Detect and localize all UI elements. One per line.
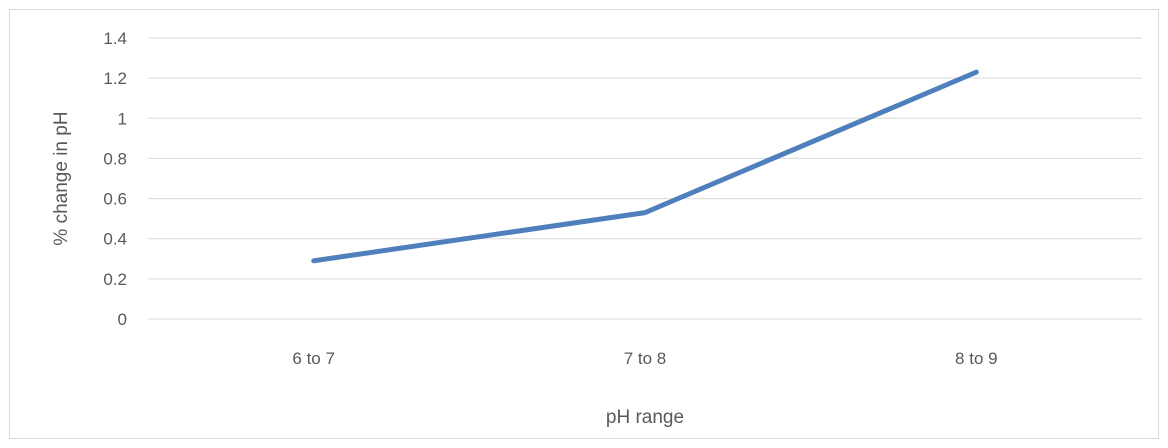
y-tick-label: 0.2	[103, 270, 127, 289]
y-tick-label: 0	[118, 310, 127, 329]
x-axis-title: pH range	[606, 407, 684, 428]
y-tick-label: 1	[118, 109, 127, 128]
y-tick-label: 1.4	[103, 29, 127, 48]
x-tick-labels: 6 to 7 7 to 8 8 to 9	[292, 349, 997, 368]
series-line	[311, 69, 979, 264]
y-tick-label: 0.6	[103, 190, 127, 209]
x-tick-label: 8 to 9	[955, 349, 998, 368]
y-tick-label: 0.8	[103, 149, 127, 168]
y-axis-title: % change in pH	[51, 111, 72, 245]
y-tick-label: 0.4	[103, 230, 127, 249]
x-tick-label: 6 to 7	[292, 349, 335, 368]
y-tick-label: 1.2	[103, 69, 127, 88]
x-tick-label: 7 to 8	[624, 349, 667, 368]
series-layer	[311, 69, 979, 264]
y-tick-labels: 0 0.2 0.4 0.6 0.8 1 1.2 1.4	[103, 29, 127, 329]
gridlines	[148, 37, 1142, 320]
